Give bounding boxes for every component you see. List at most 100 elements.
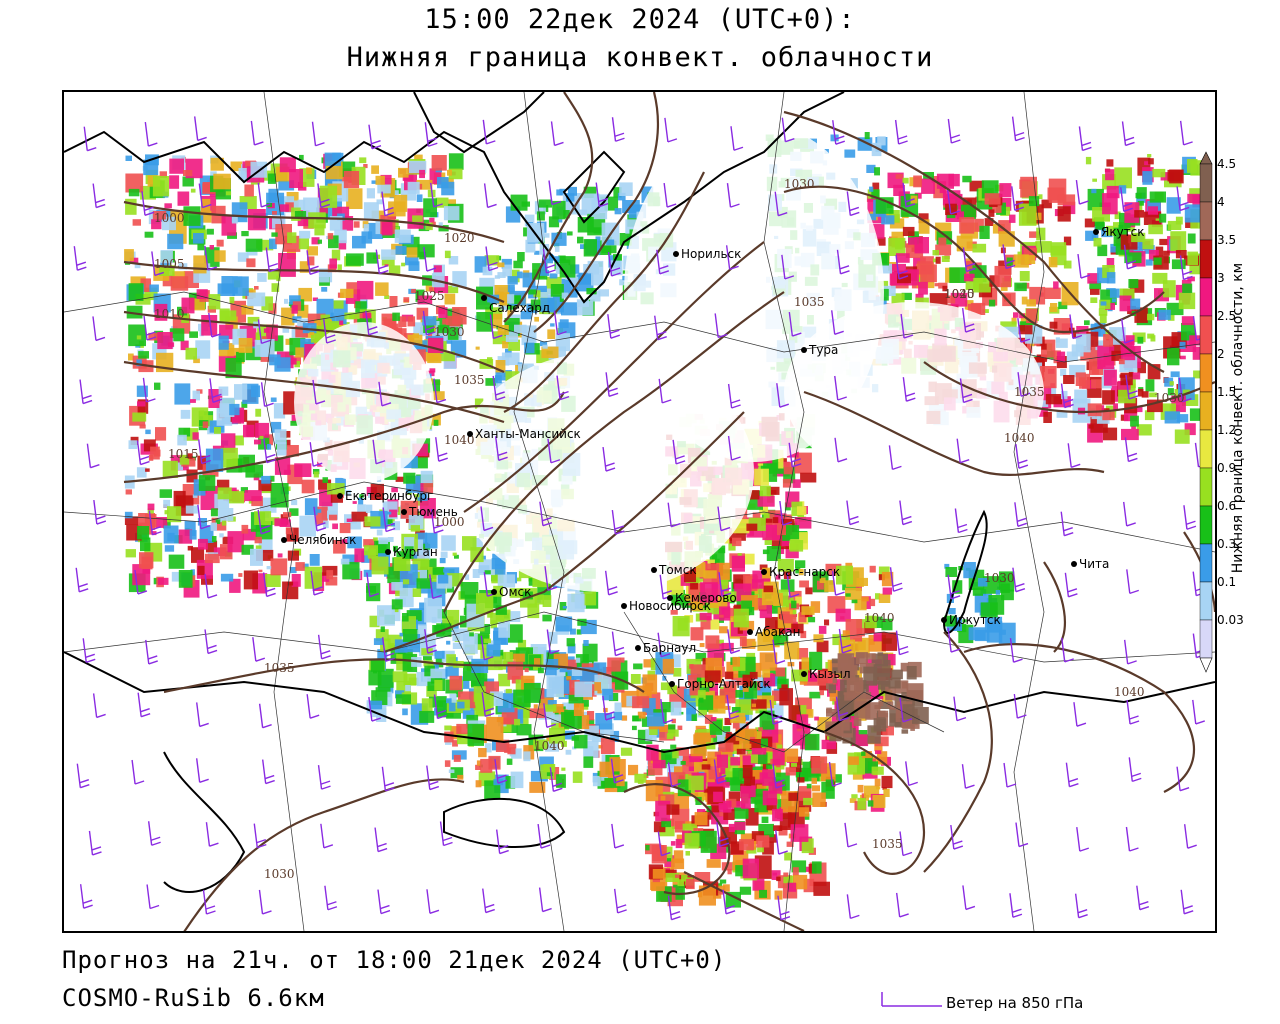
cloud-cell <box>302 323 317 334</box>
cloud-cell <box>831 658 839 664</box>
wind-barb <box>947 118 953 144</box>
cloud-cell <box>947 295 956 304</box>
wind-barb <box>1125 374 1130 399</box>
peninsula-coast <box>562 150 626 224</box>
cloud-cell <box>497 262 505 268</box>
wind-barb-feather <box>262 910 272 915</box>
cloud-cell <box>1043 411 1052 423</box>
wind-barb <box>378 381 383 406</box>
wind-barb-feather <box>443 841 453 847</box>
cloud-cell <box>353 221 360 228</box>
cloud-cell <box>739 886 752 895</box>
wind-barb <box>947 627 952 653</box>
cloud-cell <box>567 593 585 613</box>
cloud-cell <box>876 751 888 765</box>
cloud-cell <box>393 545 398 552</box>
cloud-cell <box>403 579 410 585</box>
cloud-cell <box>297 318 309 327</box>
cloud-cell <box>333 300 344 309</box>
wind-barb <box>663 182 668 208</box>
wind-barb-feather <box>617 909 627 914</box>
wind-barb-feather <box>551 200 562 206</box>
cloud-cell <box>690 664 708 678</box>
weather-map[interactable]: 1000 1005 1010 1015 1020 1025 1030 1035 1040 1000… <box>62 90 1217 933</box>
cloud-cell <box>706 742 716 750</box>
wind-barb <box>838 628 844 654</box>
cloud-cell <box>1147 333 1155 339</box>
cloud-cell <box>1035 241 1052 253</box>
cloud-cell <box>1148 249 1159 261</box>
wind-barb-feather <box>666 203 677 208</box>
wind-barb-feather <box>316 527 327 532</box>
cloud-cell <box>404 537 415 551</box>
wind-barb-feather <box>429 785 440 791</box>
cloud-cell <box>199 410 205 417</box>
city-label: Тура <box>808 343 838 357</box>
isobar-label: 1030 <box>434 325 465 339</box>
wind-barb <box>1078 126 1084 151</box>
cloud-cell <box>918 213 929 224</box>
cloud-cell <box>710 619 720 630</box>
cloud-cell <box>751 699 767 709</box>
wind-barb-feather <box>611 272 621 277</box>
cloud-cell <box>1019 271 1030 282</box>
cloud-cell <box>231 217 238 224</box>
cloud-cell <box>480 758 493 773</box>
wind-barb <box>605 372 610 397</box>
wind-barb-feather <box>965 262 976 268</box>
cloud-cell <box>704 714 713 724</box>
cloud-cell <box>380 626 385 632</box>
isobar <box>123 391 565 484</box>
cloud-cell <box>661 820 671 828</box>
wind-barb-feather <box>957 523 968 529</box>
wind-barb <box>310 570 315 596</box>
wind-barb <box>611 117 617 142</box>
cloud-cell <box>541 346 559 359</box>
cloud-cell <box>1181 316 1194 326</box>
cloud-cell <box>791 609 797 616</box>
wind-barb <box>306 694 311 719</box>
cloud-cell <box>219 310 237 321</box>
cloud-cell <box>881 775 893 789</box>
wind-barb <box>375 249 380 274</box>
cloud-cell <box>178 263 188 270</box>
cloud-cell <box>1136 424 1152 436</box>
wind-barb-feather <box>438 457 448 462</box>
cloud-cell <box>1085 156 1092 165</box>
wind-barb <box>1121 318 1126 344</box>
cloud-cell <box>246 258 256 268</box>
cloud-cell <box>1153 257 1162 265</box>
wind-barb <box>611 823 616 849</box>
cloud-cell <box>817 580 824 590</box>
wind-barb-feather <box>436 709 447 715</box>
cloud-cell <box>766 546 781 561</box>
wind-barb-feather <box>1063 526 1073 532</box>
colorbar-tick-label: 0.9 <box>1217 461 1236 475</box>
cloud-cell <box>136 385 148 397</box>
isobar-label: 1035 <box>264 661 295 675</box>
isobar-label: 1040 <box>534 739 565 753</box>
wind-barb <box>83 126 88 151</box>
cloud-cell <box>719 812 725 817</box>
cloud-cell <box>1028 196 1040 207</box>
cloud-cell <box>855 652 865 659</box>
cloud-cell <box>642 674 658 695</box>
cloud-cell <box>752 590 760 600</box>
cloud-cell <box>208 294 221 310</box>
cloud-cell <box>806 783 812 789</box>
cloud-cell <box>800 630 807 639</box>
wind-barb <box>726 183 732 208</box>
cloud-cell <box>448 769 455 773</box>
wind-barb <box>962 885 967 910</box>
wind-barb-feather <box>725 905 735 910</box>
city-dot <box>491 589 497 595</box>
wind-barb <box>494 759 499 784</box>
wind-barb-feather <box>546 723 557 728</box>
colorbar-swatch <box>1199 239 1213 279</box>
wind-barb <box>959 378 965 403</box>
cloud-cell <box>198 538 208 550</box>
city-label: Иркутск <box>949 613 1001 627</box>
colorbar-swatch <box>1199 315 1213 355</box>
cloud-cell <box>583 640 589 646</box>
wind-barb <box>777 895 782 920</box>
